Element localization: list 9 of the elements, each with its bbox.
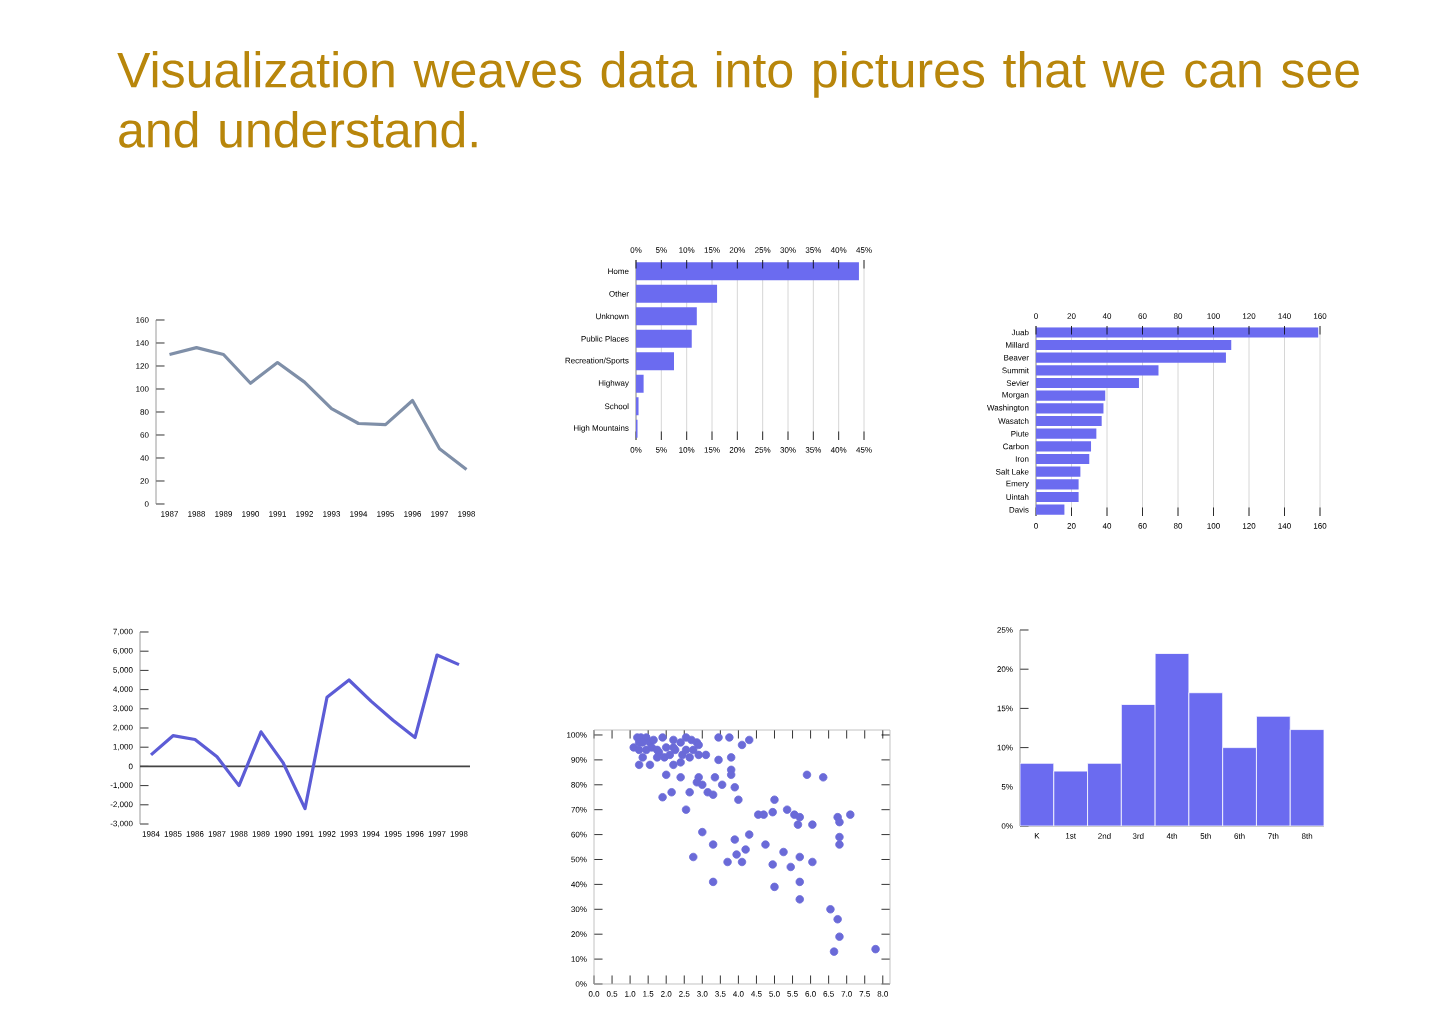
- bar: [636, 262, 859, 281]
- text: Visualization weaves data into pictures that we can see and understand.: [117, 51, 1359, 148]
- line-series: [149, 653, 461, 811]
- bar: [636, 284, 718, 303]
- bar: [636, 352, 674, 371]
- bar: [636, 329, 692, 348]
- line-series: [167, 346, 469, 472]
- bar: [636, 307, 697, 326]
- bar: [636, 374, 644, 393]
